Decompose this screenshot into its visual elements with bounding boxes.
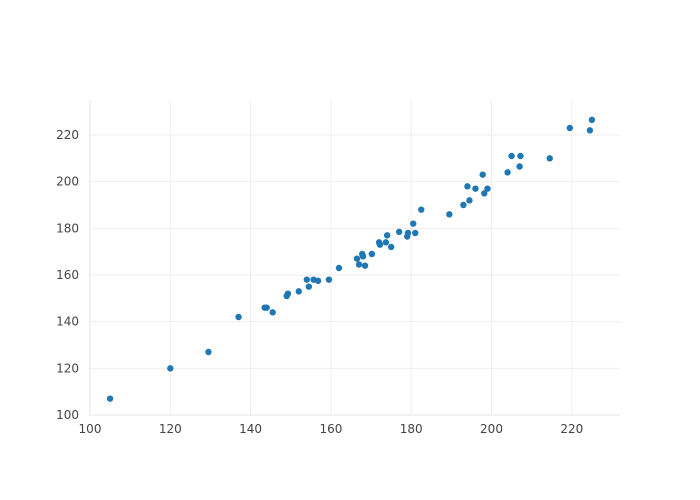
data-point bbox=[106, 395, 114, 402]
data-point bbox=[387, 243, 395, 251]
y-tick-label: 100 bbox=[56, 408, 79, 422]
y-tick-label: 220 bbox=[56, 128, 79, 142]
data-point bbox=[588, 116, 596, 124]
data-point bbox=[353, 255, 361, 262]
data-point bbox=[303, 276, 311, 283]
x-tick-label: 220 bbox=[560, 422, 583, 436]
y-tick-label: 160 bbox=[56, 268, 79, 282]
data-point bbox=[359, 253, 367, 260]
x-tick-label: 120 bbox=[159, 422, 182, 436]
data-point bbox=[404, 229, 412, 237]
x-tick-label: 100 bbox=[79, 422, 102, 436]
data-point bbox=[305, 283, 313, 290]
x-tick-label: 160 bbox=[319, 422, 342, 436]
data-point bbox=[205, 348, 212, 356]
data-points bbox=[106, 116, 596, 402]
data-point bbox=[295, 288, 302, 295]
data-point bbox=[418, 206, 425, 213]
x-tick-label: 200 bbox=[480, 422, 503, 436]
data-point bbox=[383, 232, 391, 239]
data-point bbox=[464, 183, 471, 190]
data-point bbox=[446, 211, 453, 218]
data-point bbox=[269, 309, 276, 316]
data-point bbox=[263, 304, 270, 311]
data-point bbox=[516, 163, 523, 170]
data-point bbox=[508, 152, 515, 160]
y-tick-label: 180 bbox=[56, 221, 79, 235]
data-point bbox=[361, 262, 369, 269]
data-point bbox=[586, 127, 594, 134]
data-point bbox=[517, 152, 524, 160]
data-point bbox=[314, 277, 322, 285]
data-point bbox=[335, 264, 343, 272]
data-point bbox=[412, 229, 419, 237]
x-tick-label: 140 bbox=[239, 422, 262, 436]
y-tick-label: 120 bbox=[56, 361, 79, 375]
data-point bbox=[546, 155, 553, 162]
data-point bbox=[410, 220, 417, 227]
data-point bbox=[355, 261, 363, 268]
data-point bbox=[566, 124, 574, 132]
grid-layer bbox=[89, 100, 620, 416]
tick-layer: 100 120 140 160 180 200 220 100 120 140 160 180 200 2… bbox=[56, 128, 583, 436]
data-point bbox=[368, 250, 376, 258]
data-point bbox=[460, 201, 467, 209]
data-point bbox=[504, 169, 511, 176]
data-point bbox=[376, 241, 384, 248]
data-point bbox=[466, 197, 473, 204]
data-point bbox=[382, 239, 390, 246]
data-point bbox=[167, 365, 174, 372]
data-point bbox=[325, 276, 333, 283]
data-point bbox=[472, 185, 479, 192]
y-tick-label: 200 bbox=[56, 175, 79, 189]
data-point bbox=[235, 313, 242, 321]
data-point bbox=[395, 228, 403, 236]
data-point bbox=[284, 290, 292, 297]
data-point bbox=[479, 171, 486, 178]
x-tick-label: 180 bbox=[400, 422, 423, 436]
data-point bbox=[481, 190, 488, 197]
axis-layer bbox=[89, 100, 620, 416]
y-tick-label: 140 bbox=[56, 315, 79, 329]
data-point bbox=[484, 185, 491, 192]
